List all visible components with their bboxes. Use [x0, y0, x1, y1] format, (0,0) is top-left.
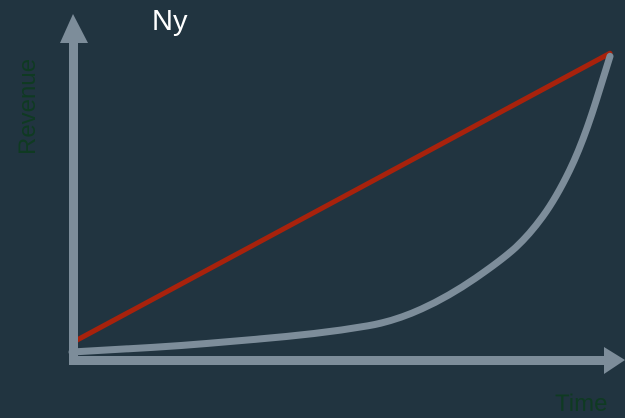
x-axis-arrowhead [604, 347, 625, 374]
axes-layer [60, 14, 625, 374]
y-axis-arrowhead [60, 14, 88, 43]
x-axis-line [72, 356, 612, 365]
series-line-1 [69, 50, 613, 346]
chart-title: Ny [152, 5, 188, 37]
series-layer [68, 50, 614, 356]
y-axis-label: Revenue [14, 59, 41, 155]
y-axis-line [69, 40, 78, 365]
series-line-2 [68, 52, 614, 356]
x-axis-label: Time [555, 390, 607, 417]
